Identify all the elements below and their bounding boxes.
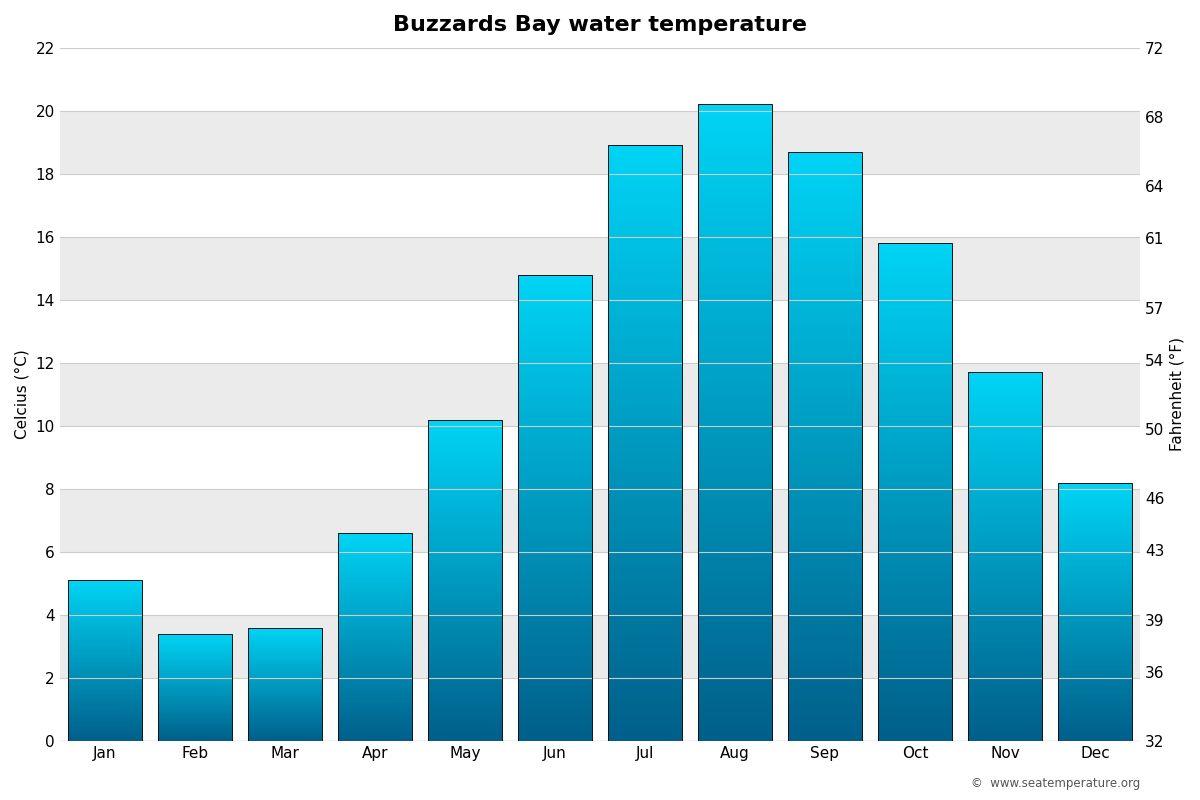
Bar xyxy=(608,146,682,741)
Bar xyxy=(60,489,1140,552)
Bar xyxy=(60,552,1140,615)
Bar xyxy=(60,237,1140,300)
Bar xyxy=(60,363,1140,426)
Bar xyxy=(248,628,322,741)
Bar xyxy=(60,300,1140,363)
Bar xyxy=(788,152,862,741)
Bar xyxy=(60,678,1140,741)
Bar xyxy=(698,105,772,741)
Bar xyxy=(60,615,1140,678)
Bar xyxy=(1058,482,1132,741)
Bar xyxy=(428,420,502,741)
Bar xyxy=(60,426,1140,489)
Bar xyxy=(60,174,1140,237)
Bar xyxy=(158,634,232,741)
Bar xyxy=(60,110,1140,174)
Bar xyxy=(968,372,1042,741)
Bar xyxy=(518,274,592,741)
Text: ©  www.seatemperature.org: © www.seatemperature.org xyxy=(971,778,1140,790)
Title: Buzzards Bay water temperature: Buzzards Bay water temperature xyxy=(392,15,806,35)
Bar xyxy=(878,243,952,741)
Y-axis label: Celcius (°C): Celcius (°C) xyxy=(14,350,30,439)
Y-axis label: Fahrenheit (°F): Fahrenheit (°F) xyxy=(1170,338,1186,451)
Bar xyxy=(68,580,142,741)
Bar xyxy=(60,48,1140,110)
Bar xyxy=(338,533,412,741)
